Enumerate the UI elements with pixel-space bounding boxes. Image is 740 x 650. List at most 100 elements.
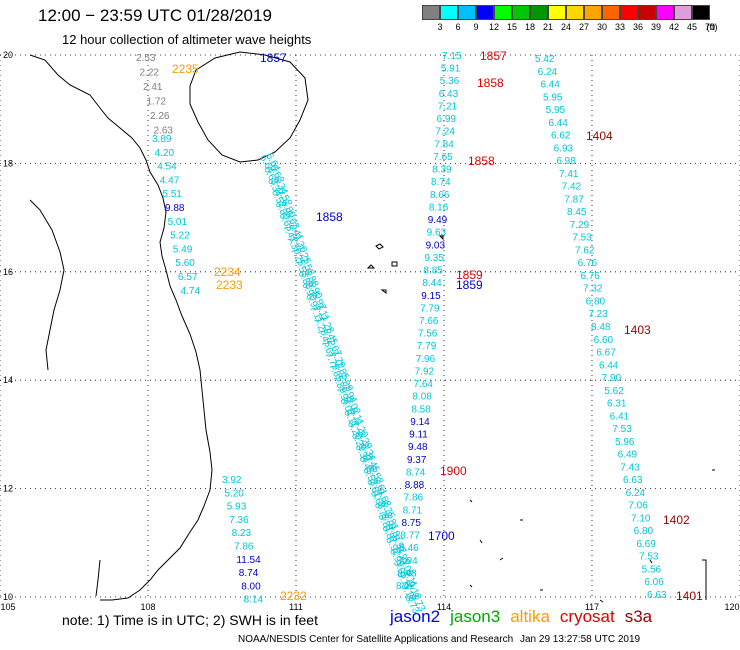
swh-value: 7.79 (420, 303, 440, 314)
swh-value: 6.76 (578, 258, 598, 269)
scale-swatch (656, 5, 674, 20)
scale-label: 15 (506, 22, 518, 32)
swh-value: 8.88 (405, 480, 425, 491)
swh-value: 8.00 (241, 581, 261, 592)
time-label: 1402 (663, 513, 690, 527)
scale-label: 39 (650, 22, 662, 32)
swh-value: 5.56 (642, 564, 662, 575)
swh-value: 8.58 (411, 404, 431, 415)
swh-value: 11.54 (236, 555, 261, 566)
swh-value: 2.41 (143, 82, 163, 93)
lon-label: 108 (140, 602, 155, 612)
time-label: 1859 (456, 268, 483, 282)
swh-value: 7.53 (572, 233, 592, 244)
scale-swatch (602, 5, 620, 20)
swh-value: 8.66 (430, 190, 450, 201)
swh-value: 7.24 (435, 127, 455, 138)
time-label: 1857 (260, 51, 287, 65)
time-label: 1857 (480, 49, 507, 63)
scale-label: 9 (473, 22, 479, 32)
time-label: 1404 (586, 129, 613, 143)
scale-swatch (458, 5, 476, 20)
scale-swatch (422, 5, 440, 20)
paracel-islands (366, 235, 444, 294)
scale-label: 18 (524, 22, 536, 32)
scale-swatch (476, 5, 494, 20)
wave-height-tracks: 2.53 2.22 2.41 1.72 2.26 2.633.89 4.20 4.54 4.47… (136, 51, 667, 616)
swh-value: 8.85 (423, 266, 443, 277)
swh-value: 7.41 (559, 169, 579, 180)
generated-timestamp: Jan 29 13:27:58 UTC 2019 (520, 634, 641, 645)
swh-value: 2.63 (154, 126, 174, 137)
swh-value: 6.80 (634, 526, 654, 537)
legend-altika: altika (510, 607, 550, 626)
swh-value: 6.43 (439, 89, 459, 100)
swh-value: 8.48 (591, 322, 611, 333)
swh-value: 5.20 (224, 488, 244, 499)
swh-value: 7.53 (612, 424, 632, 435)
chart-title: 12:00 − 23:59 UTC 01/28/2019 (38, 6, 272, 25)
swh-value: 6.80 (586, 296, 606, 307)
swh-value: 4.54 (157, 162, 177, 173)
swh-value: 6.41 (610, 411, 630, 422)
scale-label: 45 (686, 22, 698, 32)
swh-value: 8.75 (401, 518, 421, 529)
swh-value: 6.60 (594, 335, 614, 346)
swh-value: 7.86 (404, 493, 424, 504)
swh-value: 5.95 (546, 105, 566, 116)
swh-value: 4.74 (181, 286, 201, 297)
vietnam-coast (29, 54, 213, 601)
swh-value: 6.57 (178, 272, 198, 283)
swh-value: 5.93 (227, 502, 247, 513)
swh-value: 9.11 (409, 430, 428, 441)
scale-swatch (494, 5, 512, 20)
scale-swatch (584, 5, 602, 20)
swh-value: 8.39 (432, 165, 452, 176)
scale-label: 70 (704, 22, 716, 32)
swh-value: 6.49 (618, 450, 638, 461)
axis-labels: 105 108 111 114 117 120 20 18 16 14 12 10 (0, 50, 739, 612)
swh-value: 6.76 (580, 271, 600, 282)
swh-value: 6.93 (554, 143, 574, 154)
map-grid (0, 54, 740, 598)
legend-jason3: jason3 (450, 607, 501, 626)
swh-value: 8.48 (397, 568, 417, 579)
time-label: 1858 (468, 154, 495, 168)
swh-value: 7.94 (398, 556, 418, 567)
swh-value: 8.46 (399, 543, 419, 554)
color-scale-labels: 3 6 9 12 15 18 21 24 27 30 33 36 39 42 45 70 (ft) (422, 22, 740, 34)
time-label: 1858 (477, 76, 504, 90)
swh-value: 8.14 (244, 595, 264, 606)
swh-value: 9.03 (426, 240, 446, 251)
swh-value: 5.95 (543, 92, 563, 103)
scale-swatch (440, 5, 458, 20)
swh-value: 6.24 (626, 488, 646, 499)
credit-line: NOAA/NESDIS Center for Satellite Applica… (238, 634, 514, 645)
swh-value: 7.42 (562, 182, 582, 193)
swh-value: 6.06 (644, 577, 664, 588)
swh-value: 7.10 (631, 513, 651, 524)
swh-value: 7.92 (415, 366, 435, 377)
swh-value: 8.74 (406, 467, 426, 478)
swh-value: 9.15 (421, 291, 441, 302)
swh-value: 6.31 (607, 399, 627, 410)
swh-value: 7.56 (418, 329, 438, 340)
scale-swatch (548, 5, 566, 20)
swh-value: 8.74 (431, 177, 451, 188)
swh-value: 9.63 (427, 228, 447, 239)
swh-value: 8.45 (567, 207, 587, 218)
swh-value: 9.48 (408, 442, 428, 453)
swh-value: 6.69 (636, 539, 656, 550)
scale-label: (ft) (706, 22, 718, 32)
lon-label: 111 (289, 602, 303, 612)
scale-label: 42 (668, 22, 680, 32)
swh-value: 5.36 (440, 76, 460, 87)
scale-swatch (692, 5, 710, 20)
swh-value: 8.08 (412, 392, 432, 403)
swh-value: 4.47 (160, 175, 180, 186)
swh-value: 1.72 (147, 97, 167, 108)
swh-value: 7.23 (588, 309, 608, 320)
swh-value: 8.12 (396, 581, 416, 592)
